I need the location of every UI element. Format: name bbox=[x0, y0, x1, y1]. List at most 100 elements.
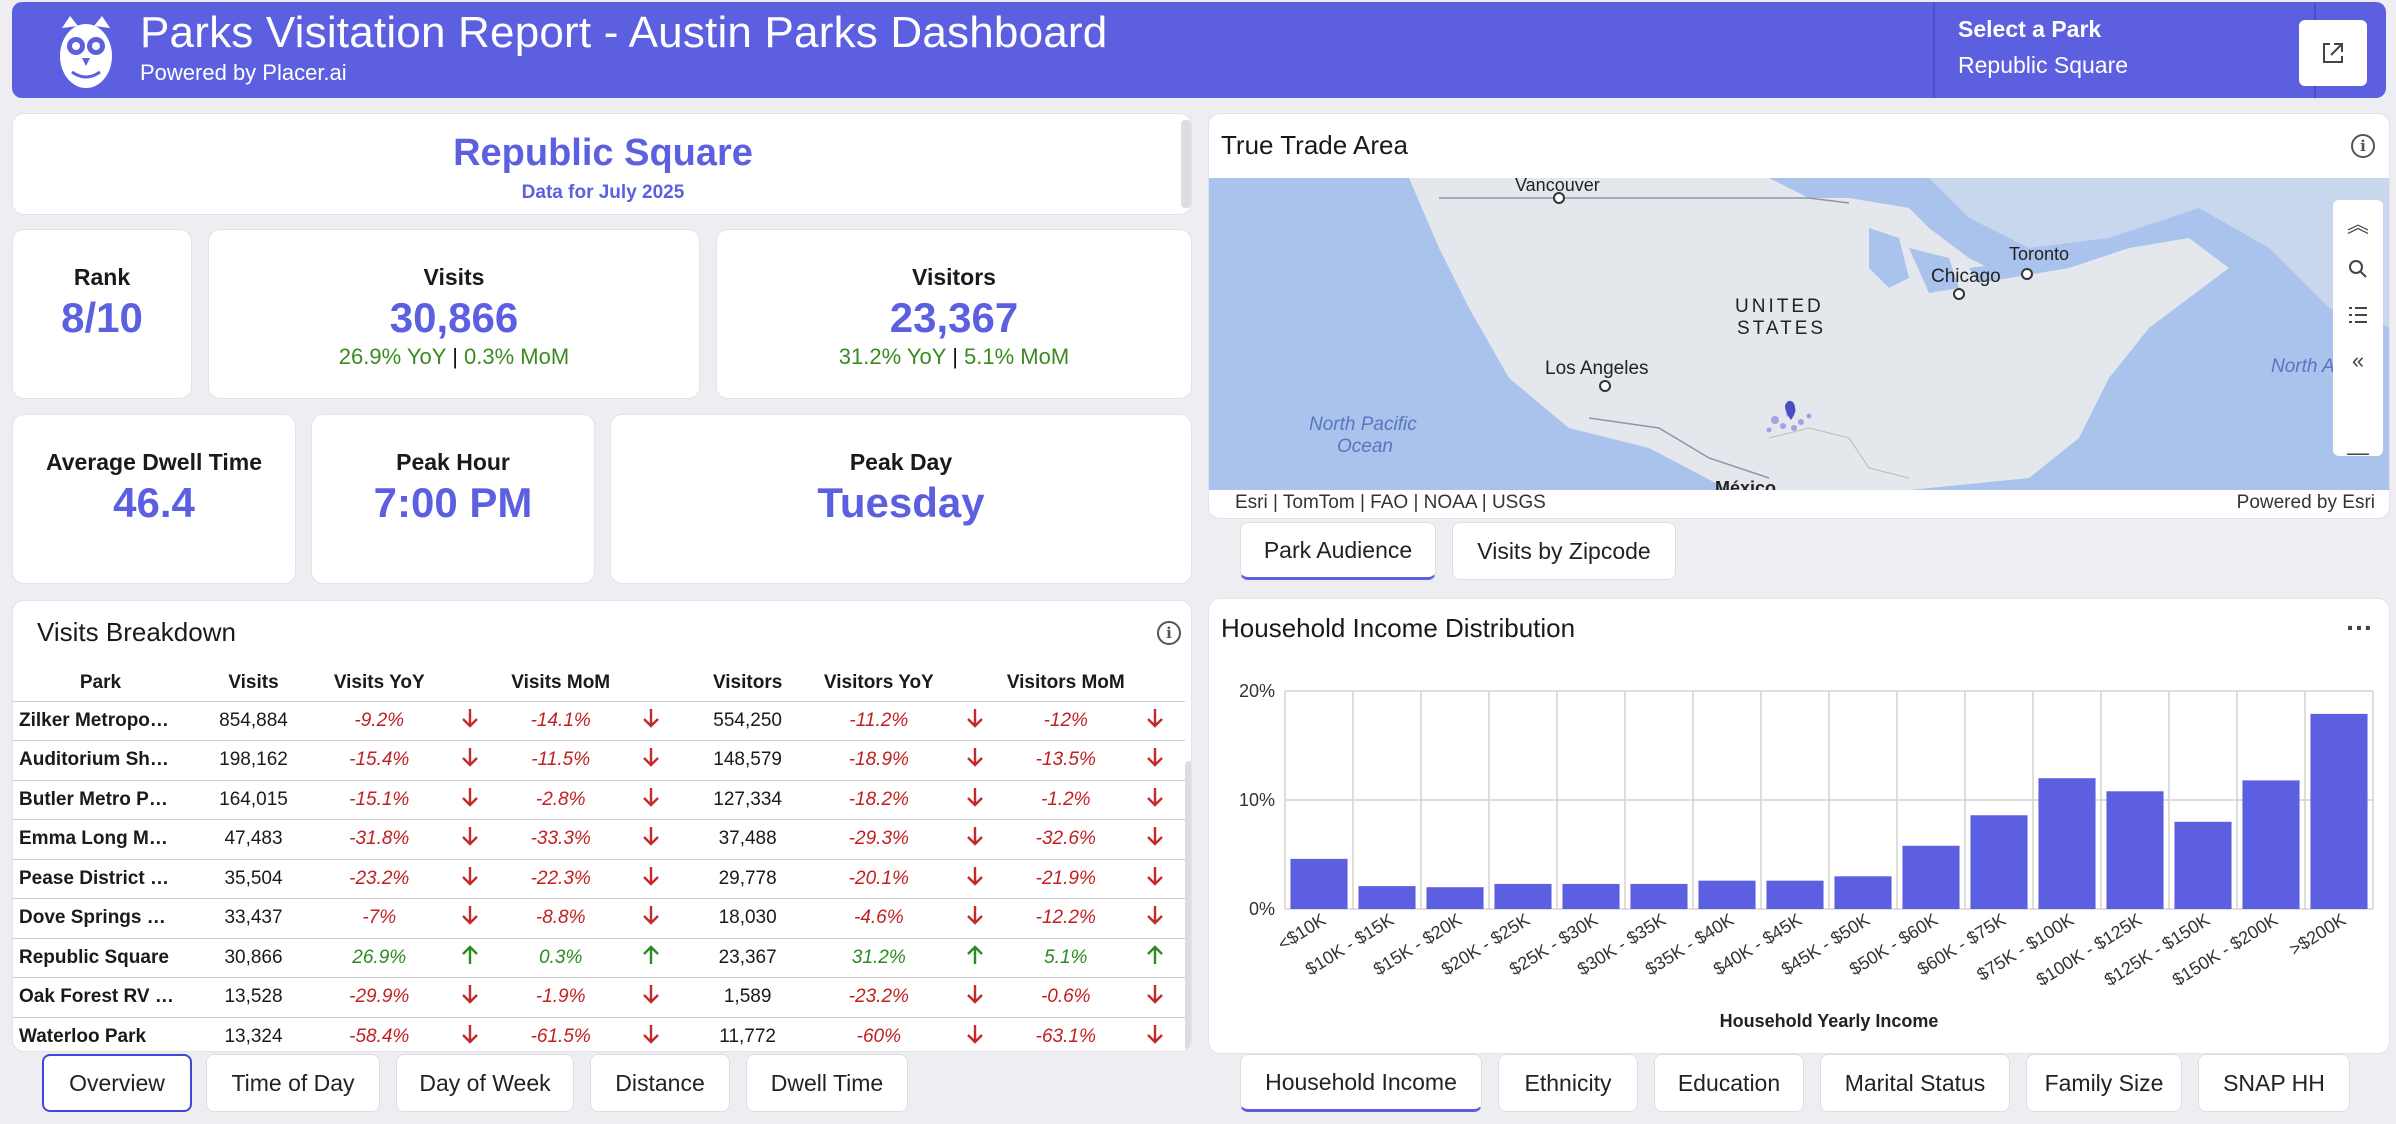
tab-time-of-day[interactable]: Time of Day bbox=[206, 1054, 380, 1112]
bar[interactable] bbox=[1698, 880, 1756, 909]
bar[interactable] bbox=[1630, 883, 1688, 909]
info-icon[interactable]: i bbox=[2351, 134, 2375, 158]
table-row[interactable]: Oak Forest RV … 13,528 -29.9% -1.9% 1,589 -23… bbox=[13, 977, 1185, 1018]
bar[interactable] bbox=[1562, 883, 1620, 909]
bar[interactable] bbox=[1766, 880, 1824, 909]
bar[interactable] bbox=[1358, 886, 1416, 909]
table-body: Zilker Metropo… 854,884 -9.2% -14.1% 554,250… bbox=[13, 701, 1185, 1051]
tab-family-size[interactable]: Family Size bbox=[2026, 1054, 2182, 1112]
map-attribution: Esri | TomTom | FAO | NOAA | USGS Powere… bbox=[1209, 490, 2389, 516]
bar[interactable] bbox=[1902, 845, 1960, 909]
col-visitors-mom[interactable]: Visitors MoM bbox=[1005, 665, 1126, 702]
tab-dwell-time[interactable]: Dwell Time bbox=[746, 1054, 908, 1112]
search-icon[interactable] bbox=[2333, 246, 2383, 292]
cell-visits: 854,884 bbox=[187, 701, 320, 741]
trade-area-map[interactable]: Vancouver Toronto Chicago UNITED STATES … bbox=[1209, 178, 2389, 490]
visitors-card: Visitors 23,367 31.2% YoY | 5.1% MoM bbox=[716, 229, 1192, 399]
map-label-pacific-1: North Pacific bbox=[1309, 414, 1417, 435]
bar[interactable] bbox=[2310, 713, 2368, 909]
visits-value: 30,866 bbox=[389, 294, 519, 341]
cell-visitors-mom: -1.2% bbox=[1005, 780, 1126, 820]
col-park[interactable]: Park bbox=[13, 665, 188, 702]
arrow-down-icon bbox=[1125, 819, 1185, 860]
peak-hour-value: 7:00 PM bbox=[373, 479, 533, 526]
cell-park: Butler Metro P… bbox=[13, 780, 188, 820]
tab-distance[interactable]: Distance bbox=[590, 1054, 730, 1112]
cell-visitors-yoy: 31.2% bbox=[813, 938, 945, 978]
rank-card: Rank 8/10 bbox=[12, 229, 192, 399]
map-toolbar: ︽ « — bbox=[2333, 200, 2383, 465]
scrollbar[interactable] bbox=[1181, 120, 1191, 208]
tab-ethnicity[interactable]: Ethnicity bbox=[1498, 1054, 1638, 1112]
bar[interactable] bbox=[2242, 780, 2300, 909]
tab-marital-status[interactable]: Marital Status bbox=[1820, 1054, 2010, 1112]
cell-visits: 13,528 bbox=[187, 977, 320, 1018]
cell-visitors: 29,778 bbox=[682, 859, 814, 899]
tab-snap-hh[interactable]: SNAP HH bbox=[2198, 1054, 2350, 1112]
bar[interactable] bbox=[2038, 778, 2096, 909]
cell-park: Zilker Metropo… bbox=[13, 701, 188, 741]
peak-hour-card: Peak Hour 7:00 PM bbox=[311, 414, 595, 584]
arrow-down-icon bbox=[1125, 977, 1185, 1018]
col-visitors-yoy-arrow bbox=[944, 665, 1006, 702]
tab-education[interactable]: Education bbox=[1654, 1054, 1804, 1112]
collapse-up-icon[interactable]: ︽ bbox=[2346, 212, 2369, 237]
col-visitors[interactable]: Visitors bbox=[682, 665, 814, 702]
zoom-out-icon[interactable]: — bbox=[2347, 440, 2369, 465]
attribution-text[interactable]: Esri | TomTom | FAO | NOAA | USGS bbox=[1235, 492, 1546, 513]
tab-park-audience[interactable]: Park Audience bbox=[1240, 522, 1436, 580]
table-row[interactable]: Butler Metro P… 164,015 -15.1% -2.8% 127,334… bbox=[13, 780, 1185, 820]
cell-park: Waterloo Park bbox=[13, 1017, 188, 1051]
table-row[interactable]: Pease District … 35,504 -23.2% -22.3% 29,778… bbox=[13, 859, 1185, 899]
table-row[interactable]: Waterloo Park 13,324 -58.4% -61.5% 11,772 -60… bbox=[13, 1017, 1185, 1051]
col-visitors-yoy[interactable]: Visitors YoY bbox=[813, 665, 945, 702]
cell-visitors-yoy: -18.9% bbox=[813, 740, 945, 781]
table-row[interactable]: Zilker Metropo… 854,884 -9.2% -14.1% 554,250… bbox=[13, 701, 1185, 741]
bar[interactable] bbox=[1494, 883, 1552, 909]
table-row[interactable]: Dove Springs … 33,437 -7% -8.8% 18,030 -4.6% -… bbox=[13, 898, 1185, 939]
cell-visitors: 23,367 bbox=[682, 938, 814, 978]
powered-by-esri[interactable]: Powered by Esri bbox=[2236, 492, 2375, 513]
cell-visitors-mom: -0.6% bbox=[1005, 977, 1126, 1018]
col-visits[interactable]: Visits bbox=[187, 665, 320, 702]
park-name: Republic Square bbox=[453, 132, 753, 174]
col-visits-yoy[interactable]: Visits YoY bbox=[319, 665, 440, 702]
cell-visits: 164,015 bbox=[187, 780, 320, 820]
tab-visits-by-zipcode[interactable]: Visits by Zipcode bbox=[1452, 522, 1676, 580]
cell-visits-yoy: -23.2% bbox=[319, 859, 440, 899]
cell-park: Republic Square bbox=[13, 938, 188, 978]
park-selector-value[interactable]: Republic Square bbox=[1958, 52, 2129, 78]
tab-overview[interactable]: Overview bbox=[42, 1054, 192, 1112]
bar[interactable] bbox=[1426, 887, 1484, 909]
cell-park: Dove Springs … bbox=[13, 898, 188, 939]
arrow-down-icon bbox=[439, 780, 501, 820]
more-options-icon[interactable]: … bbox=[2345, 605, 2373, 636]
arrow-down-icon bbox=[1125, 740, 1185, 781]
table-row[interactable]: Auditorium Sh… 198,162 -15.4% -11.5% 148,579… bbox=[13, 740, 1185, 781]
map-basemap bbox=[1209, 178, 2389, 490]
arrow-down-icon bbox=[439, 859, 501, 899]
cell-visitors: 18,030 bbox=[682, 898, 814, 939]
cell-visitors: 148,579 bbox=[682, 740, 814, 781]
separator: | bbox=[952, 344, 958, 369]
col-visits-mom[interactable]: Visits MoM bbox=[500, 665, 621, 702]
open-external-button[interactable] bbox=[2299, 20, 2367, 86]
tab-household-income[interactable]: Household Income bbox=[1240, 1054, 1482, 1112]
arrow-down-icon bbox=[620, 780, 683, 820]
arrow-down-icon bbox=[620, 859, 683, 899]
bar[interactable] bbox=[1290, 858, 1348, 909]
bar[interactable] bbox=[2174, 821, 2232, 909]
table-row[interactable]: Republic Square 30,866 26.9% 0.3% 23,367 31.2… bbox=[13, 938, 1185, 978]
zoom-in-icon[interactable] bbox=[2333, 384, 2383, 430]
list-icon[interactable] bbox=[2333, 292, 2383, 338]
collapse-left-icon[interactable]: « bbox=[2351, 348, 2365, 373]
tab-day-of-week[interactable]: Day of Week bbox=[396, 1054, 574, 1112]
map-label-pacific-2: Ocean bbox=[1337, 436, 1393, 457]
info-icon[interactable]: i bbox=[1157, 621, 1181, 645]
bar[interactable] bbox=[2106, 791, 2164, 909]
table-row[interactable]: Emma Long M… 47,483 -31.8% -33.3% 37,488 -29.… bbox=[13, 819, 1185, 860]
table-scrollbar[interactable] bbox=[1185, 761, 1191, 1051]
bar[interactable] bbox=[1970, 815, 2028, 909]
cell-visitors-yoy: -60% bbox=[813, 1017, 945, 1051]
bar[interactable] bbox=[1834, 876, 1892, 909]
